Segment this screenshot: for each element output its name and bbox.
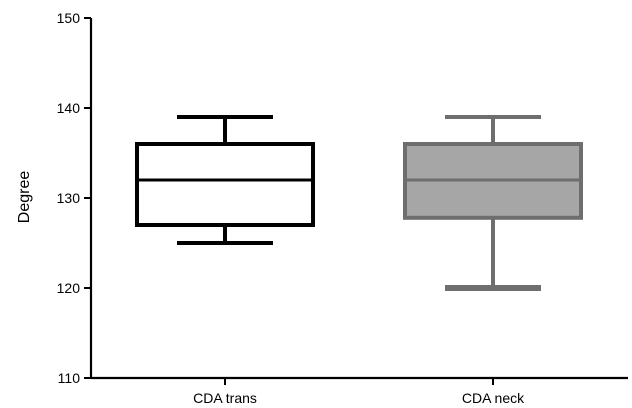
box-cda-neck [403, 115, 583, 291]
y-tick-label: 130 [57, 190, 81, 206]
y-axis-title: Degree [16, 171, 33, 224]
box-plot-series [135, 115, 583, 291]
x-tick-label: CDA neck [462, 390, 525, 406]
box-cda-trans [135, 115, 315, 245]
x-tick-label: CDA trans [193, 390, 257, 406]
y-tick-label: 150 [57, 10, 81, 26]
y-tick-label: 120 [57, 280, 81, 296]
iqr-box [135, 142, 315, 227]
axes: 110 120 130 140 150 CDA trans CDA neck [57, 10, 628, 406]
y-tick-label: 110 [58, 370, 81, 386]
y-tick-label: 140 [57, 100, 81, 116]
